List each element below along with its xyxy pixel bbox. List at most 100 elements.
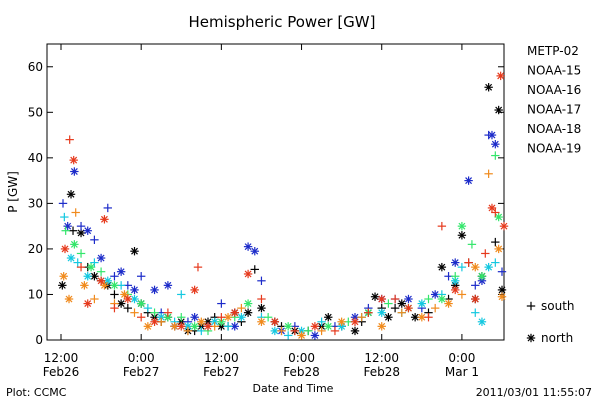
y-axis-label: P [GW] [6,171,20,213]
data-point [150,285,159,295]
x-axis-label: Date and Time [253,382,334,395]
marker-legend-label: south [541,299,575,313]
data-point [150,308,159,317]
data-point [364,308,373,317]
data-point [457,290,467,299]
y-tick-label: 40 [28,151,43,165]
data-point [217,317,226,326]
data-point [437,262,447,272]
x-tick-label-date: Feb26 [43,365,80,379]
data-point [110,303,119,313]
data-point [96,267,106,276]
data-point [257,317,266,326]
data-point [217,313,226,322]
data-point [136,272,146,281]
data-point [90,258,99,267]
data-point [110,272,119,281]
data-point [116,267,126,276]
legend: METP-02 NOAA-15 NOAA-16 NOAA-17 NOAA-18 NOAA-… [527,44,581,156]
data-point [499,221,509,231]
data-point [103,203,112,213]
y-tick-label: 10 [28,287,43,301]
data-point [163,281,173,290]
data-point [83,272,92,281]
data-point [317,317,326,326]
legend-entry: NOAA-16 [527,83,581,97]
data-point [250,247,259,256]
data-point [290,326,300,336]
data-point [136,313,146,322]
data-point [263,313,273,322]
data-point [130,308,139,317]
data-point [70,240,79,249]
series-noaa-18 [59,169,507,340]
legend-entry: NOAA-19 [527,142,581,156]
data-point [58,281,67,290]
data-point [471,308,480,317]
data-point [223,322,233,331]
x-tick-label-date: Feb28 [363,365,400,379]
data-point [190,285,199,295]
data-point [83,299,92,308]
data-point [494,244,503,254]
data-point [76,249,86,258]
y-tick-label: 20 [28,242,43,256]
data-point [64,294,74,304]
data-point [451,258,460,267]
data-point [257,276,266,285]
data-point [471,262,480,272]
data-point [457,262,467,272]
data-point [73,258,82,267]
marker-legend-symbol [526,333,536,343]
data-point [404,294,413,304]
data-point [481,249,490,258]
data-point [390,303,400,313]
data-point [330,326,340,336]
y-tick-label: 30 [28,196,43,210]
data-point [83,226,92,235]
data-point [384,313,393,322]
data-point [130,285,139,295]
data-point [377,322,386,331]
data-point [487,130,497,140]
data-point [143,303,153,313]
data-point [96,253,106,263]
data-point [477,317,487,326]
data-point [217,299,226,308]
x-tick-label-time: 0:00 [448,351,475,365]
data-point [130,247,139,256]
data-point [494,105,503,115]
data-point [270,317,280,326]
data-point [60,244,70,254]
x-tick-label-time: 12:00 [364,351,399,365]
x-tick-label-date: Feb28 [283,365,320,379]
plot-frame [46,43,505,341]
data-point [437,294,447,304]
data-point [497,292,507,301]
data-point [257,294,266,304]
data-point [136,299,146,308]
series-noaa-19 [60,71,509,336]
data-point [90,294,99,304]
y-axis-ticks: 0 10 20 30 40 50 60 [28,60,504,347]
data-point [66,253,76,263]
data-point [457,231,467,240]
data-point [491,151,500,160]
data-point [257,303,266,313]
data-point [430,303,440,313]
legend-entry: NOAA-18 [527,122,581,136]
data-point [491,139,500,149]
data-point [96,276,106,285]
y-tick-label: 50 [28,105,43,119]
data-point [190,322,199,331]
legend-entry: NOAA-17 [527,103,581,117]
data-point [143,322,153,331]
legend-entry: METP-02 [527,44,579,58]
data-point [100,215,109,224]
data-point [397,308,406,317]
data-point [324,313,333,322]
data-point [410,313,420,322]
data-point [337,317,346,326]
data-point [464,176,473,185]
